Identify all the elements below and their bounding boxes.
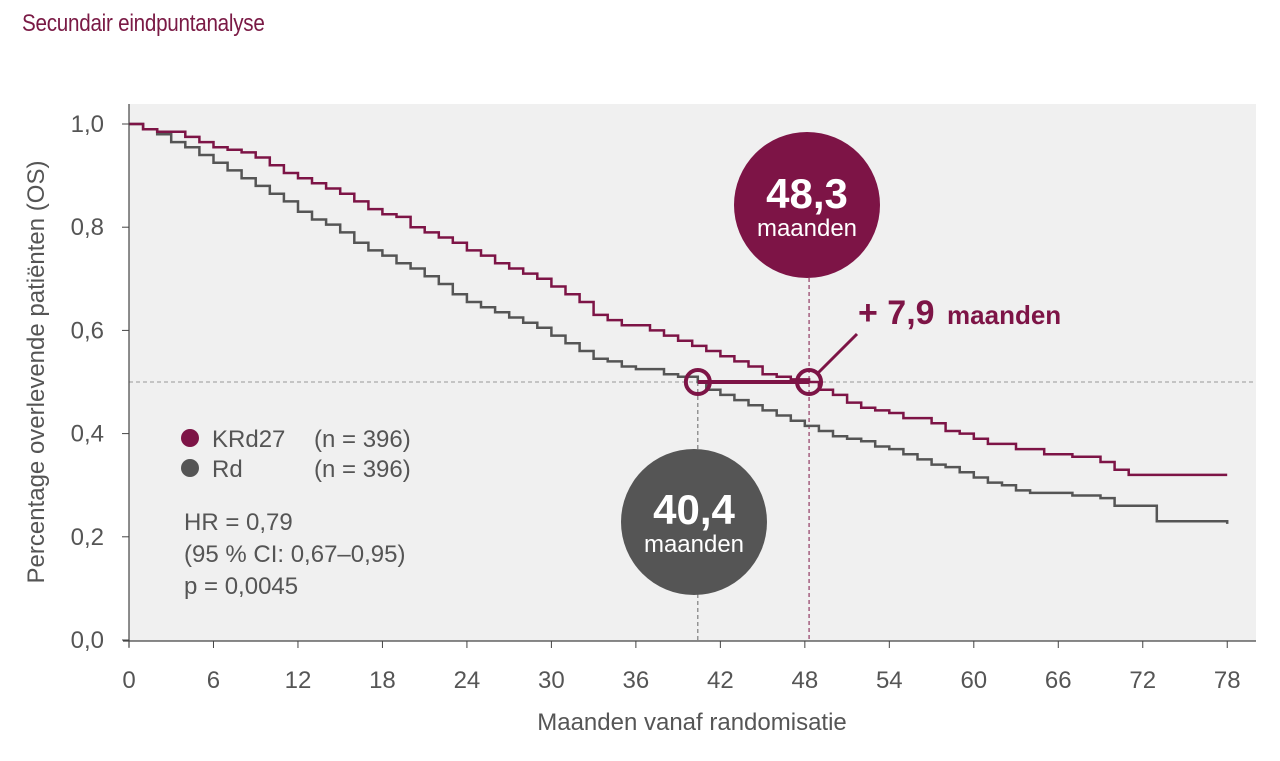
median-bubble-krd27-circle <box>734 132 880 278</box>
legend-n-rd: (n = 396) <box>314 456 411 483</box>
median-bubble-rd: 40,4 maanden <box>621 449 767 595</box>
difference-value: + 7,9 <box>858 294 935 332</box>
y-tick-label: 1,0 <box>71 111 104 138</box>
median-marker-rd <box>683 368 712 396</box>
y-tick-label: 0,2 <box>71 524 104 551</box>
x-tick-label: 24 <box>454 667 481 694</box>
series-line-krd27 <box>129 122 1228 477</box>
confidence-interval-text: (95 % CI: 0,67–0,95) <box>184 541 405 568</box>
y-tick-label: 0,6 <box>71 317 104 344</box>
x-tick-label: 18 <box>369 667 396 694</box>
y-tick-label: 0,8 <box>71 214 104 241</box>
median-bubble-krd27: 48,3 maanden <box>734 132 880 278</box>
x-tick-label: 30 <box>538 667 565 694</box>
median-value-rd: 40,4 <box>653 486 735 533</box>
x-tick-label: 42 <box>707 667 734 694</box>
legend-marker-krd27 <box>181 429 199 447</box>
median-unit-rd: maanden <box>644 531 744 558</box>
legend: KRd27 (n = 396) Rd (n = 396) <box>181 426 411 483</box>
median-unit-krd27: maanden <box>757 215 857 242</box>
x-tick-label: 0 <box>122 667 135 694</box>
x-tick-label: 12 <box>285 667 312 694</box>
p-value-text: p = 0,0045 <box>184 573 298 600</box>
x-tick-label: 36 <box>623 667 650 694</box>
series-line-rd <box>129 122 1229 524</box>
hazard-ratio-text: HR = 0,79 <box>184 509 293 536</box>
difference-unit: maanden <box>947 300 1061 330</box>
legend-label-rd: Rd <box>212 456 243 483</box>
median-marker-krd27 <box>795 368 824 396</box>
x-tick-label: 48 <box>791 667 818 694</box>
x-tick-label: 72 <box>1129 667 1156 694</box>
x-tick-label: 78 <box>1214 667 1241 694</box>
median-bubble-rd-circle <box>621 449 767 595</box>
difference-pointer-line <box>816 332 859 375</box>
page-title: Secundair eindpuntanalyse <box>22 10 265 37</box>
legend-marker-rd <box>181 459 199 477</box>
legend-n-krd27: (n = 396) <box>314 426 411 453</box>
median-value-krd27: 48,3 <box>766 170 848 217</box>
x-tick-label: 60 <box>960 667 987 694</box>
legend-label-krd27: KRd27 <box>212 426 285 453</box>
y-tick-label: 0,4 <box>71 421 104 448</box>
x-tick-label: 6 <box>207 667 220 694</box>
x-tick-label: 66 <box>1045 667 1072 694</box>
difference-annotation: + 7,9 maanden <box>858 294 1061 332</box>
y-tick-label: 0,0 <box>71 627 104 654</box>
stats-block: HR = 0,79 (95 % CI: 0,67–0,95) p = 0,004… <box>184 509 405 600</box>
x-axis-label: Maanden vanaf randomisatie <box>537 709 847 736</box>
x-tick-label: 54 <box>876 667 903 694</box>
y-axis-label: Percentage overlevende patiënten (OS) <box>23 161 50 584</box>
